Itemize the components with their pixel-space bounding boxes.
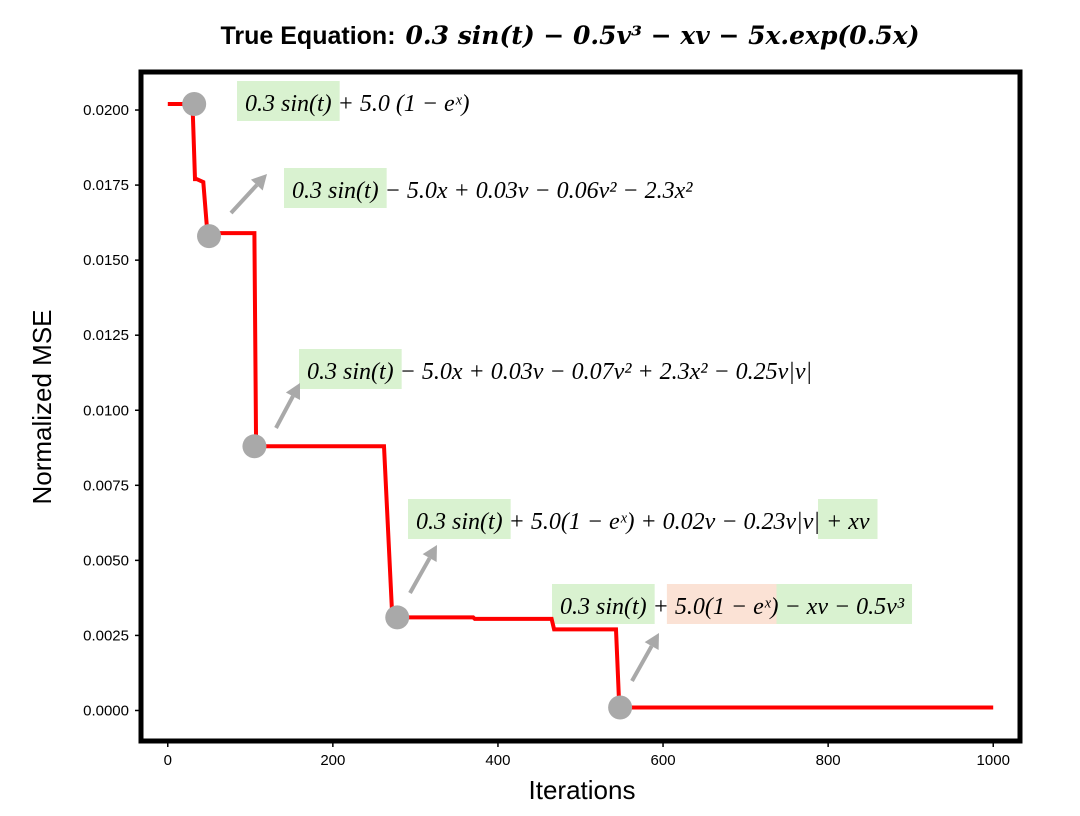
y-tick-label: 0.0025 — [83, 627, 129, 644]
x-tick-label: 1000 — [977, 752, 1010, 769]
annotation-arrowhead — [644, 633, 659, 650]
highlight-layer — [237, 81, 913, 624]
equation-term: − 5.0x + 0.03v − 0.06v² − 2.3x² — [379, 178, 694, 204]
equation-term: + — [647, 594, 675, 620]
annotation-arrow — [408, 557, 432, 594]
equation-term: − xv — [784, 594, 828, 620]
y-tick-label: 0.0000 — [83, 702, 129, 719]
green-highlight-box — [284, 168, 387, 208]
green-highlight-box — [825, 584, 913, 624]
equation-term: 0.3 sin(t) — [292, 178, 379, 204]
annotation-layer: 0.3 sin(t) + 5.0 (1 − eˣ)0.3 sin(t) − 5.… — [245, 91, 905, 620]
checkpoint-marker — [182, 92, 207, 117]
y-axis-label: Normalized MSE — [27, 309, 57, 504]
equation-annotation: 0.3 sin(t) + 5.0(1 − eˣ) − xv − 0.5v³ — [560, 594, 905, 620]
equation-term: + 5.0 (1 − eˣ) — [332, 91, 470, 117]
checkpoint-marker — [242, 434, 267, 459]
chart-title-prefix: True Equation: — [221, 22, 396, 50]
marker-layer — [182, 92, 633, 720]
x-tick-label: 0 — [164, 752, 172, 769]
y-tick-label: 0.0175 — [83, 177, 129, 194]
equation-term: 5.0(1 − eˣ) — [675, 594, 779, 620]
green-highlight-box — [818, 499, 878, 539]
equation-term: 0.3 sin(t) — [560, 594, 647, 620]
equation-term: + 5.0(1 − eˣ) + 0.02v − 0.23v|v| — [503, 509, 826, 535]
annotation-arrow — [229, 183, 259, 215]
annotation-arrowhead — [285, 383, 300, 400]
chart-title: True Equation: 0.3 sin(t) − 0.5v³ − xv −… — [221, 21, 920, 50]
y-tick-label: 0.0100 — [83, 402, 129, 419]
annotation-arrowhead — [422, 545, 437, 562]
equation-term: 0.3 sin(t) — [245, 91, 332, 117]
x-tick-label: 400 — [485, 752, 510, 769]
arrow-layer — [229, 174, 659, 682]
checkpoint-marker — [608, 695, 633, 720]
tick-layer: 0 200 400 600 800 1000 0.0000 0.0025 0.0050 0.007… — [83, 102, 1010, 769]
y-tick-label: 0.0150 — [83, 252, 129, 269]
annotation-arrow — [630, 645, 654, 682]
annotation-arrow — [274, 395, 295, 429]
equation-term: − 5.0x + 0.03v − 0.07v² + 2.3x² − 0.25v|… — [394, 359, 812, 385]
equation-annotation: 0.3 sin(t) + 5.0(1 − eˣ) + 0.02v − 0.23v… — [416, 509, 870, 535]
green-highlight-box — [408, 499, 511, 539]
y-tick-label: 0.0125 — [83, 327, 129, 344]
green-highlight-box — [552, 584, 655, 624]
y-tick-label: 0.0050 — [83, 552, 129, 569]
orange-highlight-box — [666, 584, 787, 624]
plot-frame — [138, 69, 1023, 744]
equation-annotation: 0.3 sin(t) − 5.0x + 0.03v − 0.07v² + 2.3… — [307, 359, 812, 385]
checkpoint-marker — [385, 605, 410, 630]
y-tick-label: 0.0075 — [83, 477, 129, 494]
mse-series-line — [167, 102, 994, 710]
annotation-arrowhead — [250, 174, 267, 191]
equation-term: 0.3 sin(t) — [307, 359, 394, 385]
x-axis-label: Iterations — [529, 775, 636, 805]
x-tick-label: 600 — [651, 752, 676, 769]
green-highlight-box — [237, 81, 340, 121]
equation-term: − 0.5v³ — [834, 594, 905, 620]
x-tick-label: 200 — [320, 752, 345, 769]
checkpoint-marker — [197, 224, 222, 249]
equation-term: + xv — [826, 509, 870, 535]
equation-annotation: 0.3 sin(t) + 5.0 (1 − eˣ) — [245, 91, 469, 117]
y-tick-label: 0.0200 — [83, 102, 129, 119]
green-highlight-box — [299, 349, 402, 389]
chart-title-equation: 0.3 sin(t) − 0.5v³ − xv − 5x.exp(0.5x) — [406, 21, 920, 50]
x-tick-label: 800 — [816, 752, 841, 769]
equation-annotation: 0.3 sin(t) − 5.0x + 0.03v − 0.06v² − 2.3… — [292, 178, 693, 204]
equation-term: 0.3 sin(t) — [416, 509, 503, 535]
